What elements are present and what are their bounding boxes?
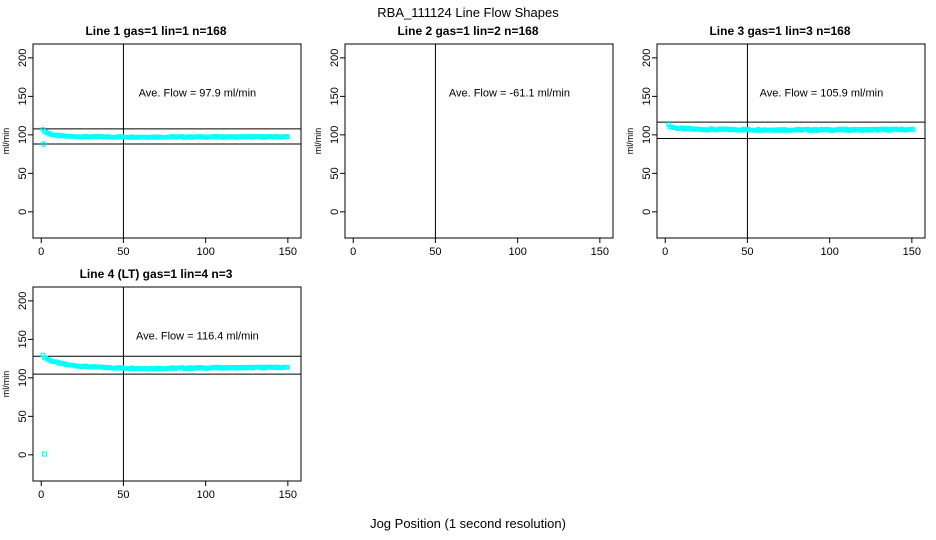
plot-border xyxy=(344,43,614,239)
figure-title: RBA_111124 Line Flow Shapes xyxy=(377,5,559,20)
ave-flow-annotation: Ave. Flow = 105.9 ml/min xyxy=(760,88,884,100)
y-tick-label: 150 xyxy=(329,87,341,105)
x-tick-label: 100 xyxy=(196,489,214,501)
plot-border xyxy=(656,43,926,239)
subplot-line-2-title: Line 2 gas=1 lin=2 n=168 xyxy=(397,24,539,38)
x-tick-label: 50 xyxy=(117,246,129,258)
y-tick-label: 50 xyxy=(329,167,341,179)
x-tick-label: 100 xyxy=(508,246,526,258)
y-axis-title: ml/min xyxy=(1,128,11,155)
data-point xyxy=(285,134,291,140)
plot-area: 0 50 100 150 0 50 100 150 200 ml/min Ave. Flow = 9… xyxy=(1,43,302,258)
y-tick-label: 150 xyxy=(17,330,29,348)
x-tick-label: 50 xyxy=(117,489,129,501)
x-axis-label: Jog Position (1 second resolution) xyxy=(370,516,566,531)
y-tick-label: 0 xyxy=(17,452,29,458)
plot-area: 0 50 100 150 0 50 100 150 200 ml/min Ave. Flow = -… xyxy=(313,43,614,258)
y-tick-label: 0 xyxy=(17,209,29,215)
x-tick-label: 0 xyxy=(350,246,356,258)
plot-border xyxy=(32,43,302,239)
subplot-line-3-title: Line 3 gas=1 lin=3 n=168 xyxy=(709,24,851,38)
x-tick-label: 150 xyxy=(903,246,921,258)
y-tick-label: 200 xyxy=(641,49,653,67)
y-tick-label: 100 xyxy=(17,369,29,387)
x-tick-label: 0 xyxy=(662,246,668,258)
y-tick-label: 50 xyxy=(17,410,29,422)
plot-area: 0 50 100 150 0 50 100 150 200 ml/min Ave. Flow = 1… xyxy=(625,43,926,258)
x-tick-label: 0 xyxy=(38,489,44,501)
y-tick-label: 0 xyxy=(329,209,341,215)
y-tick-label: 150 xyxy=(17,87,29,105)
y-tick-label: 200 xyxy=(17,292,29,310)
x-tick-label: 0 xyxy=(38,246,44,258)
plot-area: 0 50 100 150 0 50 100 150 200 ml/min Ave. Flow = 1… xyxy=(1,286,302,501)
y-tick-label: 150 xyxy=(641,87,653,105)
subplot-line-3: Line 3 gas=1 lin=3 n=168 0 50 100 150 0 50 100… xyxy=(624,22,936,268)
data-point xyxy=(41,141,47,147)
x-tick-label: 100 xyxy=(820,246,838,258)
y-tick-label: 200 xyxy=(17,49,29,67)
x-tick-label: 100 xyxy=(196,246,214,258)
ave-flow-annotation: Ave. Flow = 97.9 ml/min xyxy=(139,88,256,100)
subplot-line-1: Line 1 gas=1 lin=1 n=168 0 50 100 150 0 50 100… xyxy=(0,22,312,268)
y-tick-label: 100 xyxy=(17,126,29,144)
x-tick-label: 150 xyxy=(279,246,297,258)
data-point xyxy=(911,127,916,132)
subplot-line-4-canvas: 0 50 100 150 0 50 100 150 200 ml/min Ave. Flow = 1… xyxy=(1,286,302,501)
subplot-line-2: Line 2 gas=1 lin=2 n=168 0 50 100 150 0 50 100… xyxy=(312,22,624,268)
y-tick-label: 100 xyxy=(641,126,653,144)
y-tick-label: 0 xyxy=(641,209,653,215)
ave-flow-annotation: Ave. Flow = -61.1 ml/min xyxy=(449,88,570,100)
y-axis-title: ml/min xyxy=(313,128,323,155)
ave-flow-annotation: Ave. Flow = 116.4 ml/min xyxy=(136,331,259,343)
subplot-line-4: Line 4 (LT) gas=1 lin=4 n=3 0 50 100 150 0 50… xyxy=(0,265,312,511)
data-point xyxy=(41,451,48,457)
y-axis-title: ml/min xyxy=(1,371,11,398)
y-tick-label: 100 xyxy=(329,126,341,144)
subplot-line-4-title: Line 4 (LT) gas=1 lin=4 n=3 xyxy=(79,267,233,281)
subplot-line-1-title: Line 1 gas=1 lin=1 n=168 xyxy=(85,24,227,38)
data-point xyxy=(285,365,291,370)
x-tick-label: 50 xyxy=(429,246,441,258)
x-tick-label: 50 xyxy=(741,246,753,258)
y-axis-title: ml/min xyxy=(625,128,635,155)
y-tick-label: 50 xyxy=(17,167,29,179)
subplot-line-1-canvas: 0 50 100 150 0 50 100 150 200 ml/min Ave. Flow = 9… xyxy=(1,43,302,258)
plot-border xyxy=(32,286,302,482)
subplot-line-2-canvas: 0 50 100 150 0 50 100 150 200 ml/min Ave. Flow = -… xyxy=(313,43,614,258)
y-tick-label: 50 xyxy=(641,167,653,179)
subplot-line-3-canvas: 0 50 100 150 0 50 100 150 200 ml/min Ave. Flow = 1… xyxy=(625,43,926,258)
x-tick-label: 150 xyxy=(591,246,609,258)
y-tick-label: 200 xyxy=(329,49,341,67)
x-tick-label: 150 xyxy=(279,489,297,501)
